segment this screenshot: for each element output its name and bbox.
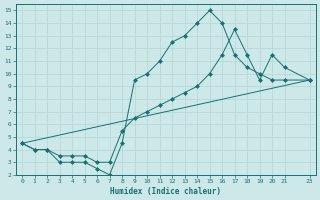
X-axis label: Humidex (Indice chaleur): Humidex (Indice chaleur)	[110, 187, 221, 196]
